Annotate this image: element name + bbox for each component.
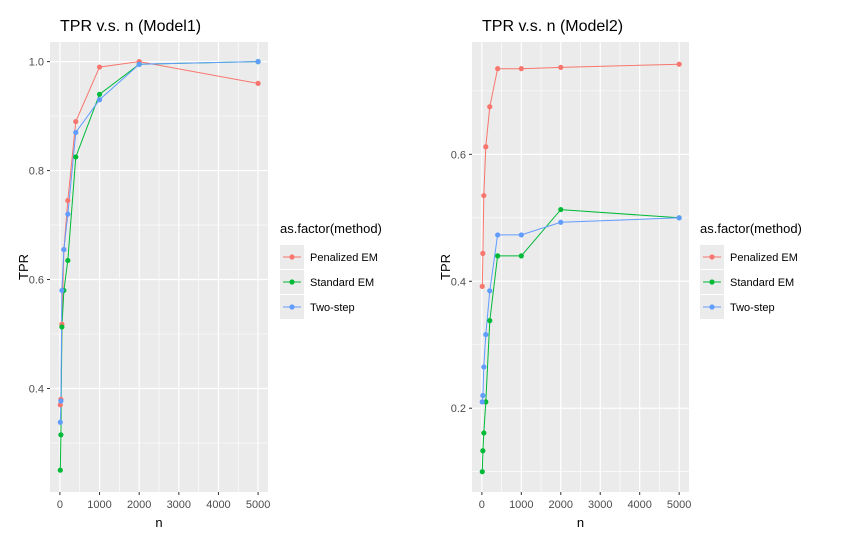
legend-key-point (289, 254, 295, 260)
x-tick-label: 4000 (206, 499, 230, 511)
y-tick-label: 0.8 (29, 166, 44, 178)
chart-2: 0 1000 2000 3000 4000 5000 0.2 0.4 0.6 TPR v.s. n… (438, 18, 802, 530)
data-point-two-step (479, 399, 485, 405)
data-point-two-step (495, 232, 501, 238)
legend-key-point (709, 304, 715, 310)
data-point-penalized-em (480, 250, 486, 256)
data-point-two-step (57, 419, 63, 425)
legend-title: as.factor(method) (700, 221, 802, 236)
data-point-penalized-em (96, 64, 103, 70)
x-tick-label: 0 (479, 499, 485, 511)
legend: as.factor(method) Penalized EM Standard EM… (700, 221, 802, 319)
x-tick-label: 3000 (167, 499, 191, 511)
data-point-two-step (480, 392, 486, 399)
data-point-standard-em (481, 430, 487, 436)
chart-1: 0 1000 2000 3000 4000 5000 0.4 0.6 0.8 1.0 TPR v.s… (16, 18, 382, 530)
data-point-two-step (518, 232, 524, 238)
data-point-two-step (96, 97, 103, 103)
legend-key-point (709, 279, 715, 285)
x-axis-label: n (577, 515, 584, 530)
legend-label: Penalized EM (730, 252, 798, 264)
data-point-standard-em (57, 467, 63, 473)
legend-label: Two-step (310, 302, 355, 314)
data-point-two-step (61, 246, 67, 253)
data-point-two-step (676, 215, 682, 221)
legend-key-point (709, 254, 715, 260)
data-point-two-step (136, 61, 142, 67)
x-tick-label: 0 (57, 499, 63, 511)
data-point-penalized-em (518, 66, 524, 72)
data-point-penalized-em (487, 104, 493, 110)
data-point-standard-em (518, 253, 524, 259)
y-tick-label: 0.2 (451, 403, 466, 415)
y-tick-label: 1.0 (29, 57, 44, 69)
data-point-standard-em (58, 432, 64, 438)
data-point-standard-em (73, 154, 79, 160)
y-axis-label: TPR (16, 254, 31, 280)
data-point-two-step (481, 364, 487, 370)
y-tick-label: 0.4 (451, 276, 466, 288)
x-axis-label: n (155, 515, 162, 530)
data-point-two-step (255, 59, 261, 65)
x-tick-label: 2000 (549, 499, 573, 511)
y-axis-label: TPR (438, 254, 453, 280)
data-point-penalized-em (73, 118, 79, 125)
data-point-two-step (73, 129, 79, 136)
legend-title: as.factor(method) (280, 221, 382, 236)
x-tick-label: 4000 (627, 499, 651, 511)
data-point-penalized-em (495, 66, 501, 72)
data-point-standard-em (495, 253, 501, 259)
legend-label: Standard EM (730, 277, 794, 289)
x-tick-label: 3000 (588, 499, 612, 511)
legend: as.factor(method) Penalized EM Standard EM… (280, 221, 382, 319)
data-point-penalized-em (65, 197, 71, 204)
legend-key-point (289, 279, 295, 285)
x-tick-label: 5000 (667, 499, 691, 511)
y-tick-label: 0.4 (29, 383, 44, 395)
legend-label: Standard EM (310, 277, 374, 289)
data-point-penalized-em (481, 192, 487, 199)
data-point-two-step (59, 287, 65, 294)
data-point-standard-em (96, 91, 103, 97)
data-point-two-step (58, 398, 64, 404)
data-point-two-step (65, 211, 71, 217)
data-point-penalized-em (255, 80, 261, 87)
legend-label: Two-step (730, 302, 775, 314)
y-tick-label: 0.6 (29, 275, 44, 287)
data-point-penalized-em (558, 64, 564, 70)
x-tick-label: 1000 (509, 499, 533, 511)
data-point-penalized-em (483, 144, 489, 150)
x-tick-label: 1000 (87, 499, 111, 511)
data-point-standard-em (487, 318, 493, 324)
data-point-standard-em (480, 448, 486, 454)
chart-title: TPR v.s. n (Model1) (60, 18, 201, 35)
data-point-standard-em (479, 469, 485, 475)
data-point-two-step (483, 331, 489, 338)
chart-title: TPR v.s. n (Model2) (482, 18, 623, 35)
data-point-penalized-em (57, 402, 63, 408)
legend-key-point (289, 304, 295, 310)
data-point-penalized-em (676, 61, 682, 67)
data-point-standard-em (558, 206, 564, 213)
legend-label: Penalized EM (310, 252, 378, 264)
data-point-standard-em (59, 324, 65, 330)
data-point-penalized-em (479, 283, 485, 289)
x-tick-label: 2000 (127, 499, 151, 511)
y-tick-label: 0.6 (451, 149, 466, 161)
x-tick-label: 5000 (246, 499, 270, 511)
data-point-two-step (558, 219, 564, 225)
data-point-standard-em (65, 257, 71, 264)
data-point-two-step (487, 288, 493, 294)
